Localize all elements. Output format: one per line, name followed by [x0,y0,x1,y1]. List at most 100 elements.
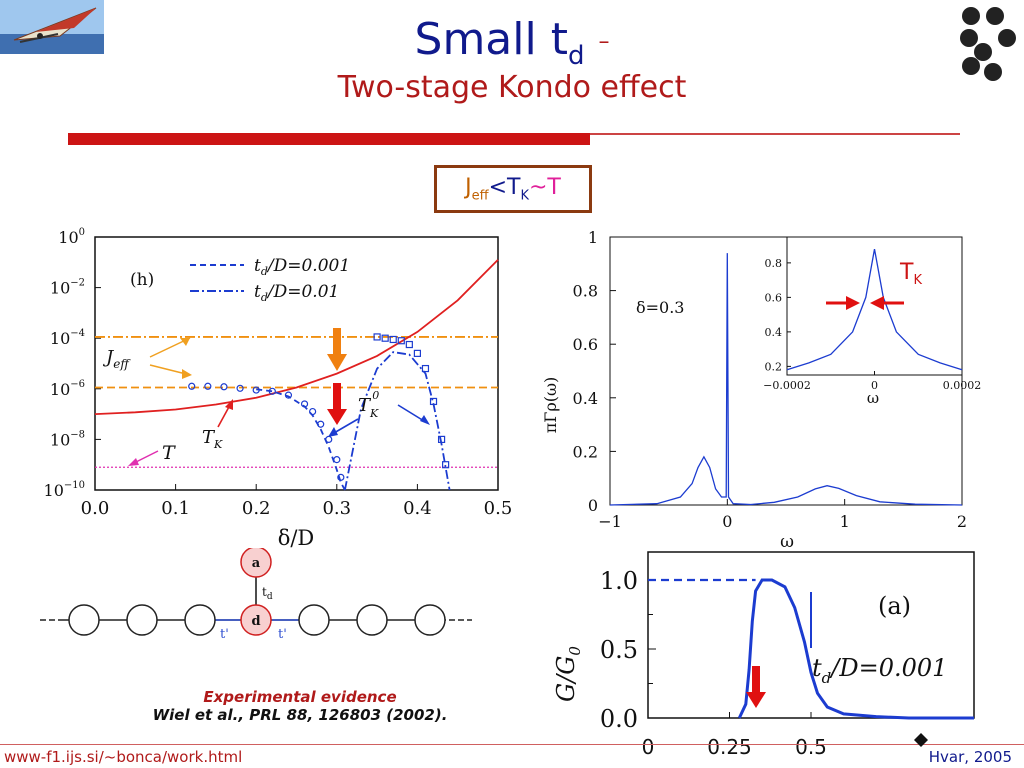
delta-annotation: δ=0.3 [636,298,684,317]
square-point [437,435,446,443]
tk0-annotation: TK0 [358,389,379,420]
spectral-x-tick-label: 0 [722,512,732,531]
spectral-y-tick-label: 0.2 [573,442,598,461]
condition-box: Jeff<TK~T [434,165,592,213]
spectral-y-label: πΓρ(ω) [541,377,560,434]
inset-y-tick-label: 0.6 [765,291,783,304]
evidence-title: Experimental evidence [203,688,397,706]
spectral-function-chart: −1 0 1 200.20.40.60.81−0.0002 0 0.00020.20.40… [541,228,981,552]
jeff-arrowhead-down [182,369,192,379]
spectral-x-label: ω [780,532,794,552]
spectral-y-tick-label: 0.4 [573,389,598,408]
condition-lt: <T [488,175,521,200]
conductance-x-tick-label: 0.25 [707,735,752,759]
x-tick-label: 0.5 [484,498,513,519]
square-point [413,349,421,357]
x-tick-label: 0.1 [161,498,190,519]
spectral-y-tick-label: 0.8 [573,282,598,301]
x-axis-label: δ/D [278,526,315,550]
spectral-x-tick-label: 1 [840,512,850,531]
dot-a [240,548,272,578]
dot-d-label: d [251,614,260,629]
condition-k: K [520,188,529,204]
square-point [389,335,397,344]
inset-y-tick-label: 0.4 [765,326,783,339]
square-point [421,364,430,373]
tk-curve [94,259,499,415]
spectral-x-tick-label: 2 [957,512,967,531]
conductance-y-tick-label: 0.0 [600,705,638,733]
dots-logo [955,2,1019,84]
y-tick-label: 10−10 [44,480,85,500]
tk0-arrow-left [333,418,359,434]
y-tick-label: 100 [58,227,85,247]
site-5 [298,604,330,636]
condition-j: J [465,175,472,200]
conductance-x-tick-label: 0 [642,735,655,759]
spectral-y-tick-label: 0 [588,496,598,515]
spectral-y-tick-label: 0.6 [573,335,598,354]
circle-point [236,384,244,392]
x-tick-label: 0.4 [403,498,432,519]
td-0001-curve [256,388,346,491]
circle-point [300,400,309,408]
tk0-arrow-right [397,404,425,422]
evidence-caption: Experimental evidence Wiel et al., PRL 8… [0,688,600,724]
tk-arrowhead-right [870,296,884,310]
footer-divider [0,744,1024,745]
temperature-arrowhead [128,458,139,466]
inset-x-tick-label: −0.0002 [763,379,811,392]
red-arrow-head [327,409,347,425]
tk-annotation: TK [202,427,223,451]
conductance-chart: 0 0.25 0.5 0.0 0.5 1.0 (a) td/D=0.001 G/G0 [552,551,975,759]
spectral-curve [609,253,963,506]
spectral-y-tick-label: 1 [588,228,598,247]
plot-frame [94,236,499,491]
x-tick-label: 0.3 [322,498,351,519]
y-tick-label: 10−2 [50,278,85,298]
inset-frame [786,236,963,376]
tk0-arrowhead-right [420,415,430,425]
energy-scales-chart: 0.0 0.1 0.2 0.3 0.4 0.5 100 10−2 10−4 10−6 10−8 10−… [44,227,513,550]
x-tick-label: 0.0 [81,498,110,519]
td-label: td [262,585,273,602]
orange-arrow-shaft [333,328,341,354]
red-arrow-shaft [333,383,341,409]
td-annotation: td/D=0.001 [812,654,947,687]
tk-arrowhead [225,399,233,410]
tk-arrowhead-left [846,296,860,310]
dot-d [240,604,272,636]
slide-title: Small td – [0,14,1024,71]
circle-point [204,382,212,390]
site-1 [68,604,100,636]
inset-x-label: ω [867,389,879,407]
jeff-arrowhead-up [180,338,190,346]
circle-point [333,456,341,464]
conductance-y-tick-label: 1.0 [600,567,638,595]
title-dash: – [598,29,610,55]
site-6 [356,604,388,636]
inset-x-tick-label: 0 [871,379,878,392]
site-7 [414,604,446,636]
footer-venue: Hvar, 2005 [928,748,1012,766]
dot-a-label: a [252,556,261,571]
divider-bar [68,133,590,145]
slide-subtitle: Two-stage Kondo effect [337,70,687,105]
jeff-annotation: Jeff [102,347,131,371]
condition-t: T [547,175,561,200]
quantum-dot-diagram: a d td t' t' [40,548,472,642]
temperature-annotation: T [162,442,176,464]
tk0-arrowhead-left [328,427,338,437]
conductance-curve [737,578,974,720]
spectral-x-tick-label: −1 [598,512,622,531]
y-tick-label: 10−6 [50,379,85,399]
square-point [429,397,438,406]
circle-point [337,473,345,481]
inset-y-tick-label: 0.8 [765,257,783,270]
panel-label-a: (a) [878,592,911,620]
circle-point [325,435,333,443]
red-arrow-shaft [752,666,760,692]
condition-eff: eff [471,188,489,204]
square-point [442,461,450,469]
legend-dashdot-label: td/D=0.01 [254,282,339,304]
